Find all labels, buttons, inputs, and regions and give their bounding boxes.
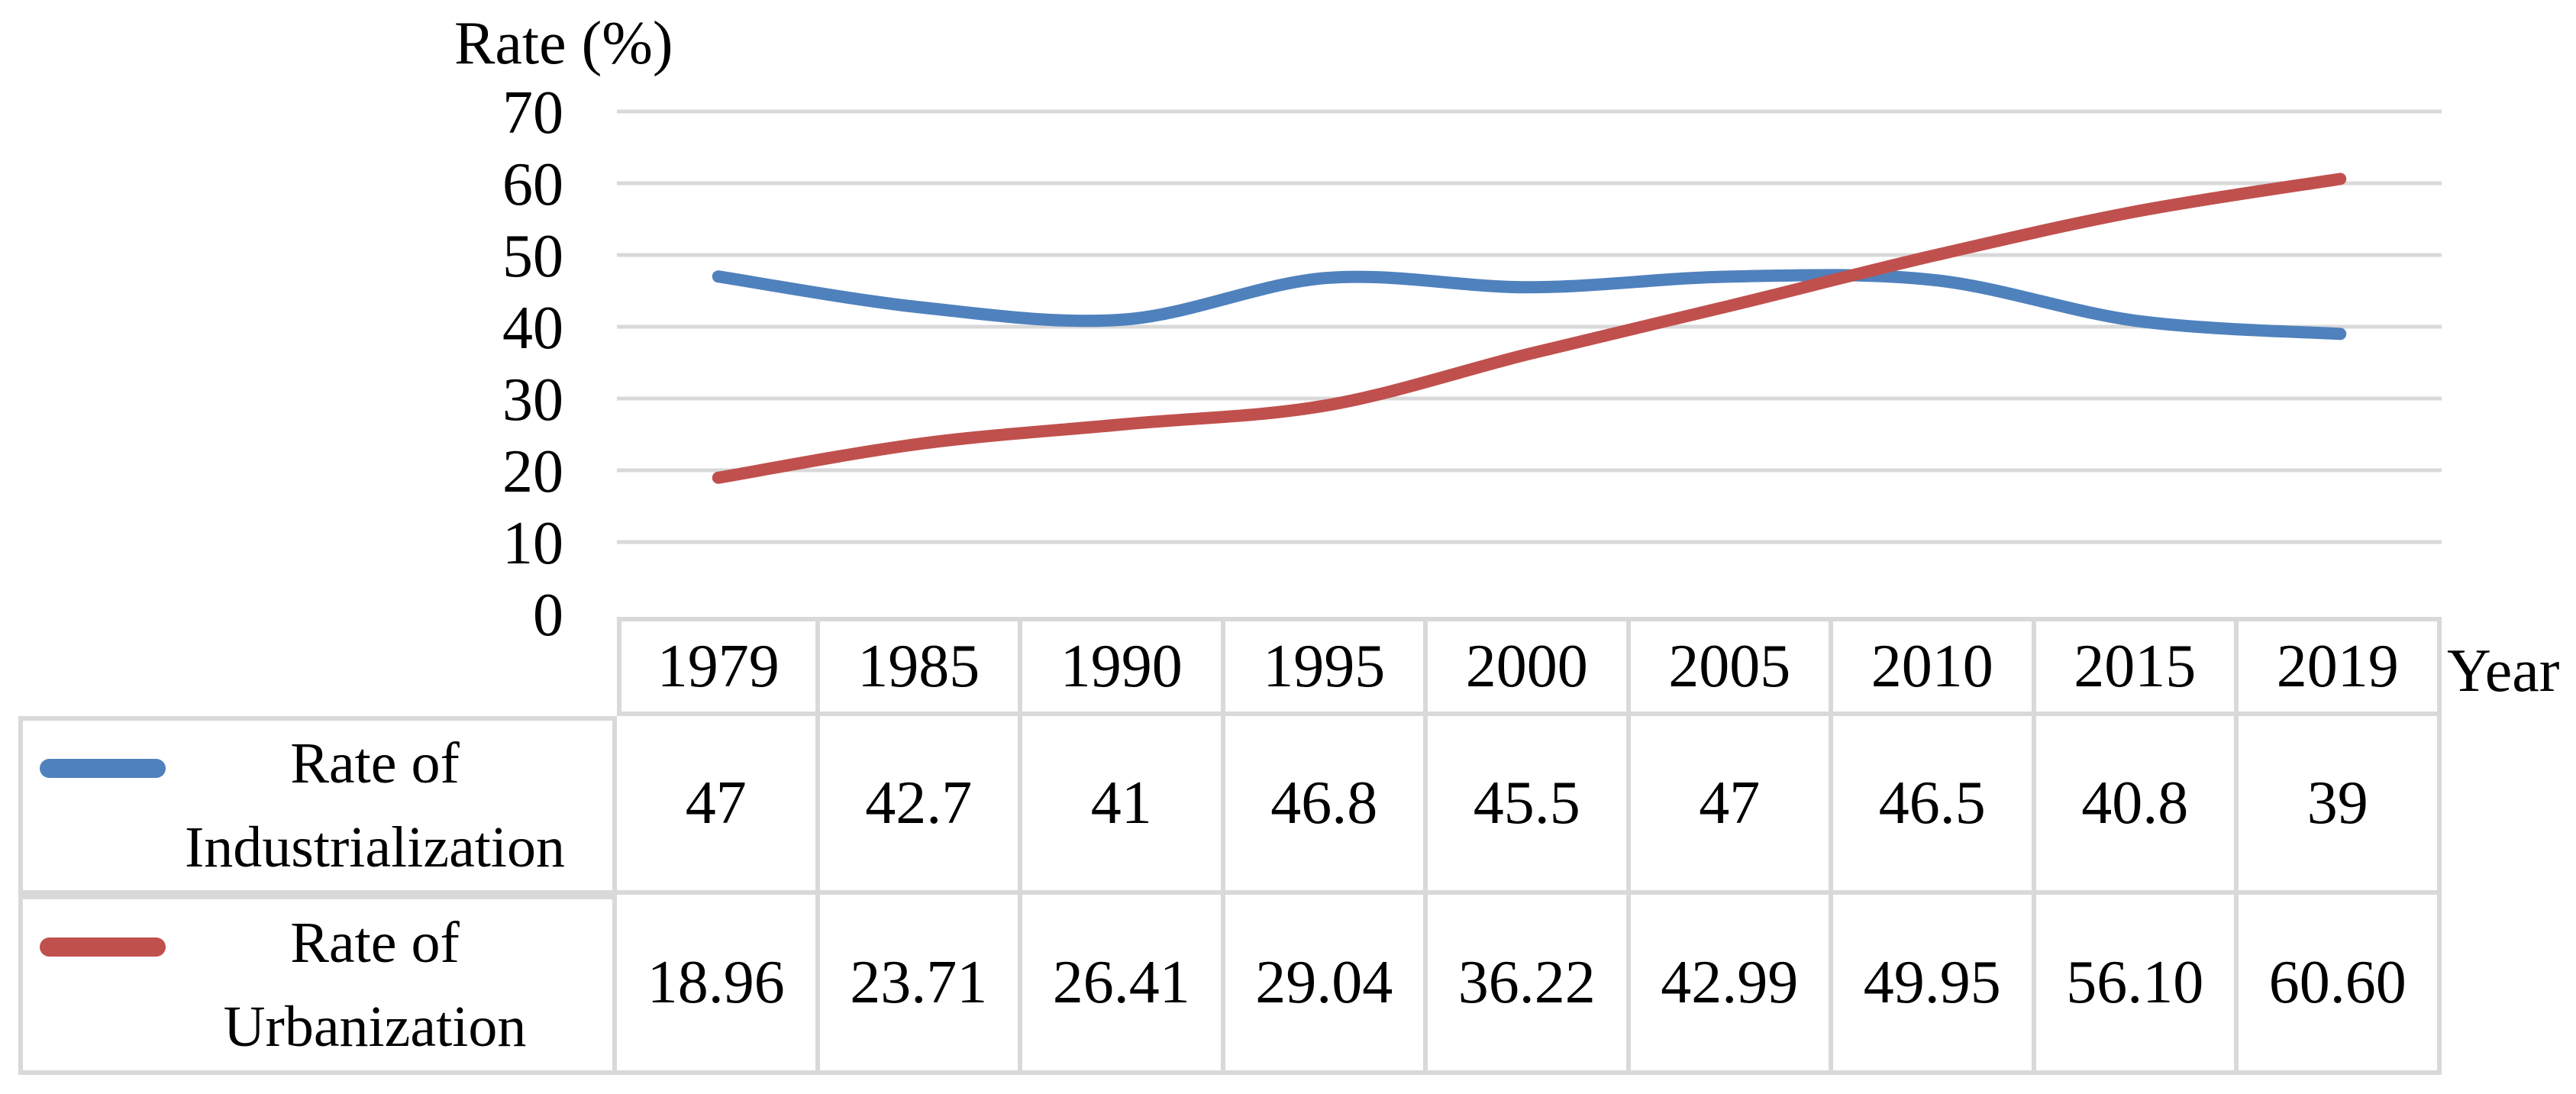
- legend-label: Rate of Urbanization: [223, 911, 527, 1059]
- value-cell: 39: [2239, 716, 2442, 895]
- y-tick-label: 60: [502, 151, 563, 218]
- table-corner-spacer: [18, 617, 617, 716]
- gridlines: [617, 109, 2442, 544]
- value-cell: 42.99: [1630, 895, 1833, 1075]
- y-tick-label: 40: [502, 295, 563, 362]
- series-lines: [712, 173, 2347, 484]
- value-cell: 46.5: [1833, 716, 2036, 895]
- y-tick-label: 70: [502, 79, 563, 147]
- value-cell: 49.95: [1833, 895, 2036, 1075]
- y-tick-label: 50: [502, 223, 563, 290]
- value-cell: 40.8: [2035, 716, 2239, 895]
- year-header-cell: 2010: [1833, 617, 2036, 716]
- y-tick-label: 30: [502, 366, 563, 434]
- year-header-cell: 1979: [617, 617, 820, 716]
- legend-line-swatch: [40, 759, 166, 778]
- series-line-rate-of-industrialization: [712, 269, 2347, 340]
- year-header-cell: 1990: [1022, 617, 1225, 716]
- value-cell: 23.71: [819, 895, 1022, 1075]
- legend-label: Rate of Industrialization: [184, 731, 566, 879]
- y-tick-label: 20: [502, 438, 563, 505]
- data-table: 1979 1985 1990 1995 2000 2005 2010 2015 2019 Rate…: [18, 617, 2442, 1075]
- legend-line-swatch: [40, 937, 166, 957]
- value-cell: 41: [1022, 716, 1225, 895]
- year-header-cell: 2005: [1630, 617, 1833, 716]
- value-cell: 46.8: [1225, 716, 1428, 895]
- series-line-rate-of-urbanization: [712, 173, 2347, 484]
- y-tick-label: 10: [502, 510, 563, 577]
- x-axis-label: Year: [2447, 637, 2559, 705]
- value-cell: 18.96: [617, 895, 820, 1075]
- value-cell: 56.10: [2035, 895, 2239, 1075]
- legend-cell-rate-of-industrialization: Rate of Industrialization: [18, 716, 617, 895]
- value-cell: 60.60: [2239, 895, 2442, 1075]
- year-header-cell: 2019: [2239, 617, 2442, 716]
- year-header-cell: 2015: [2035, 617, 2239, 716]
- year-header-cell: 2000: [1428, 617, 1631, 716]
- y-tick-label: 0: [533, 582, 563, 649]
- legend-cell-rate-of-urbanization: Rate of Urbanization: [18, 895, 617, 1075]
- value-cell: 42.7: [819, 716, 1022, 895]
- value-cell: 26.41: [1022, 895, 1225, 1075]
- year-header-cell: 1985: [819, 617, 1022, 716]
- value-cell: 47: [1630, 716, 1833, 895]
- year-header-cell: 1995: [1225, 617, 1428, 716]
- value-cell: 47: [617, 716, 820, 895]
- value-cell: 29.04: [1225, 895, 1428, 1075]
- chart-title: Rate (%): [454, 10, 673, 77]
- value-cell: 45.5: [1428, 716, 1631, 895]
- value-cell: 36.22: [1428, 895, 1631, 1075]
